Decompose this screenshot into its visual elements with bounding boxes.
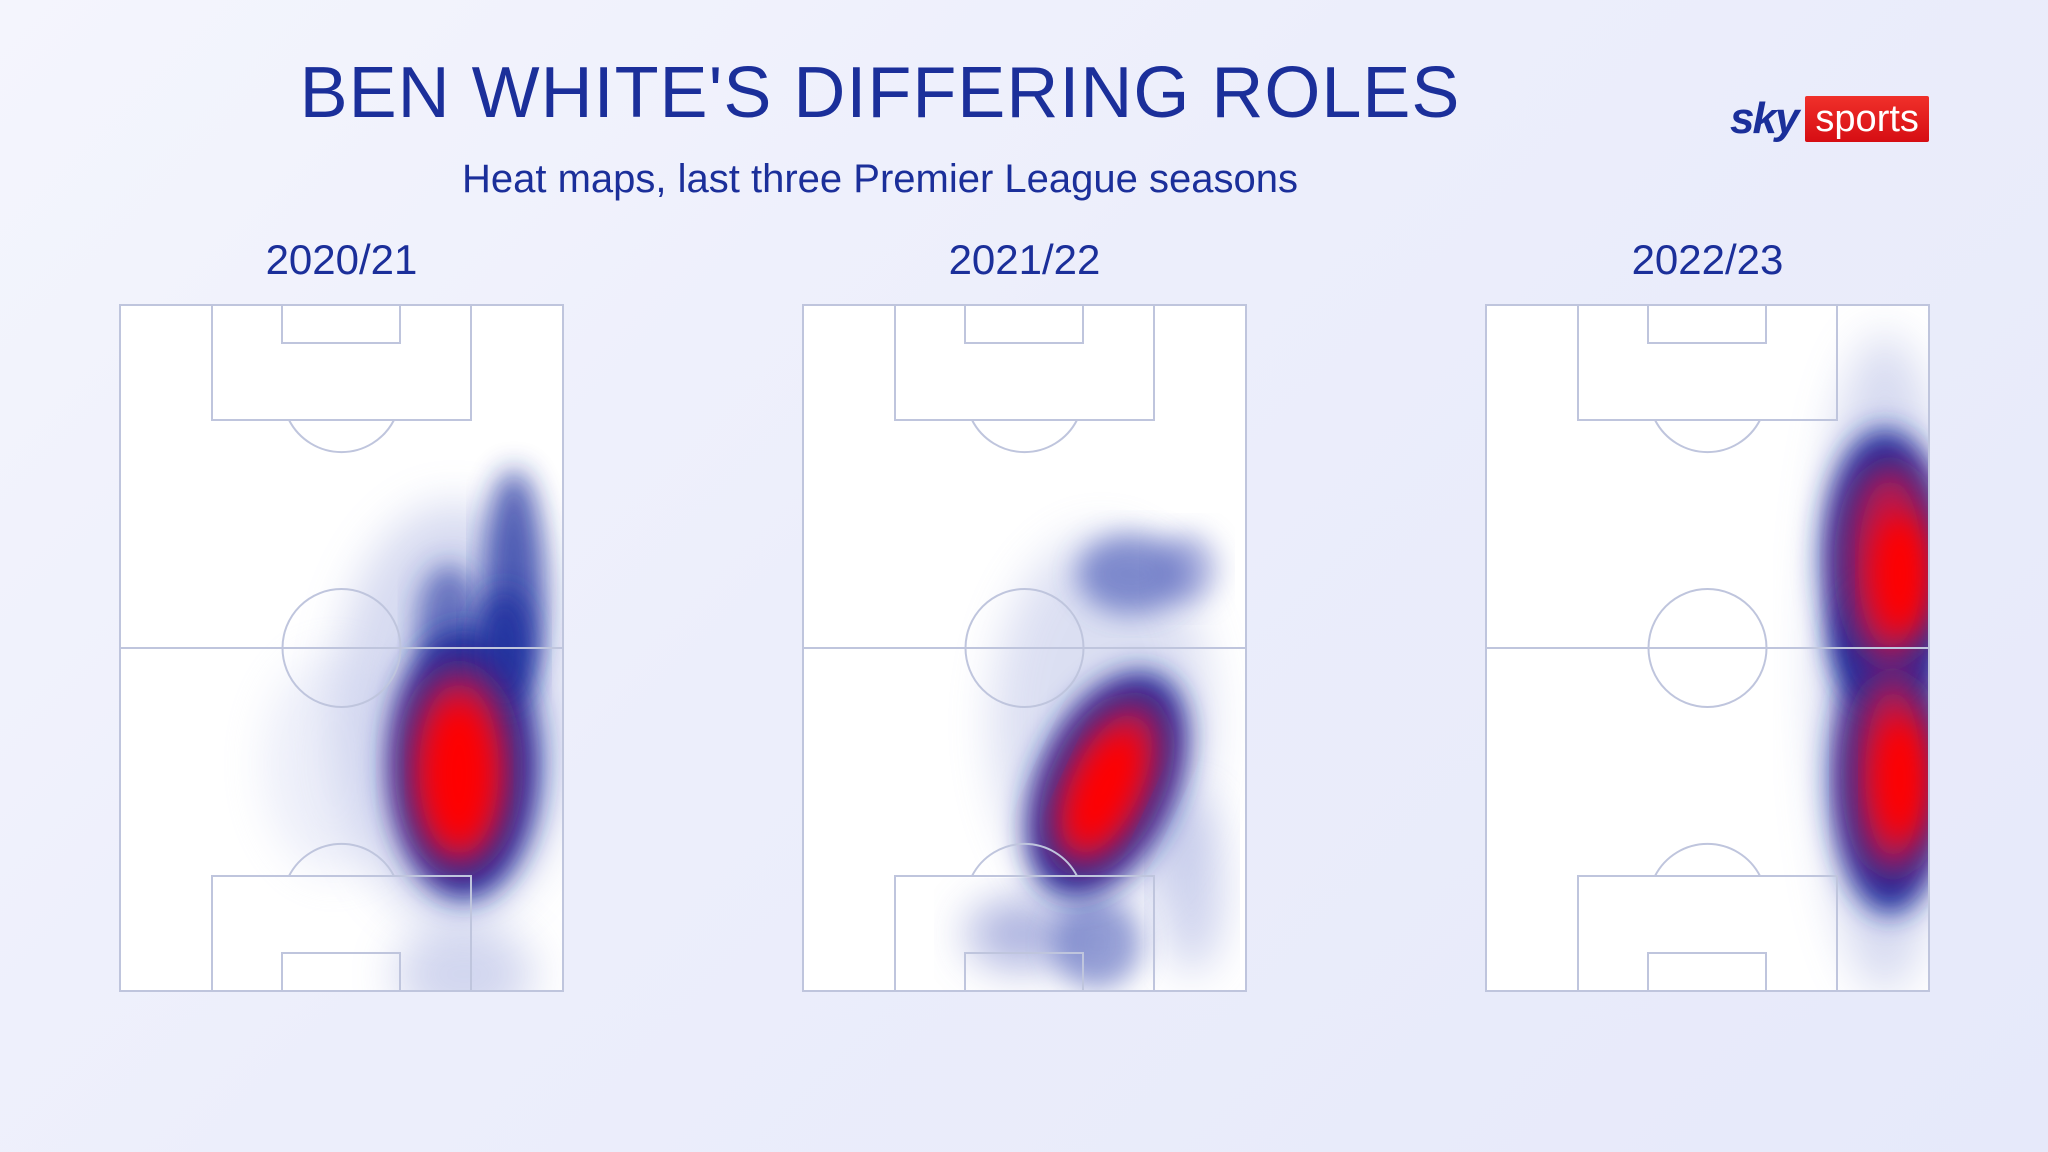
heat-map-2021-22 <box>802 304 1247 992</box>
chart-title: BEN WHITE'S DIFFERING ROLES <box>299 53 1461 133</box>
heat-blob-2021-22 <box>967 534 1222 989</box>
pitch-2022-23 <box>1485 304 1930 992</box>
pitch-markings <box>802 304 1247 992</box>
heat-blob-2022-23 <box>1815 334 1930 992</box>
pitch-markings <box>1485 304 1930 992</box>
logo-sports-text: sports <box>1805 96 1929 142</box>
pitch-markings <box>119 304 564 992</box>
pitch-2020-21 <box>119 304 564 992</box>
logo-sky-text: sky <box>1730 94 1799 143</box>
season-label-2022-23: 2022/23 <box>1631 236 1784 283</box>
heat-map-2022-23 <box>1485 304 1930 992</box>
season-label-2021-22: 2021/22 <box>948 236 1101 283</box>
pitch-2021-22 <box>802 304 1247 992</box>
chart-subtitle: Heat maps, last three Premier League sea… <box>462 157 1298 201</box>
season-label-2020-21: 2020/21 <box>265 236 418 283</box>
heat-blob-2020-21 <box>264 469 564 992</box>
sky-sports-logo: sky sports <box>1730 94 1929 144</box>
heat-map-2020-21 <box>119 304 564 992</box>
